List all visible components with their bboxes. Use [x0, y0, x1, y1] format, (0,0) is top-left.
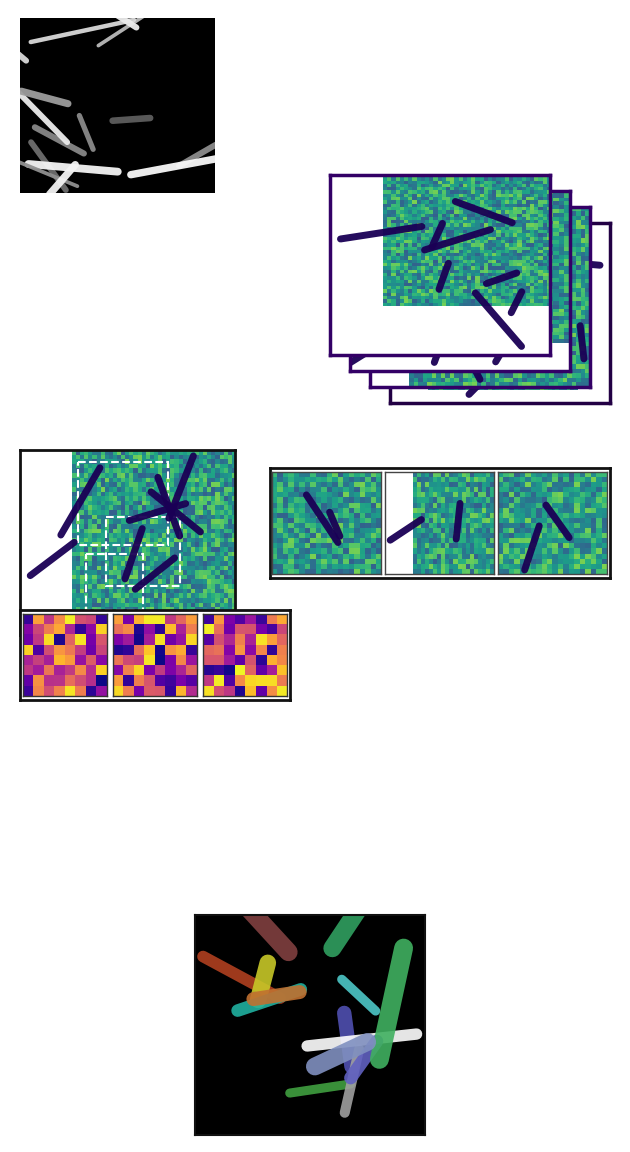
Bar — [86, 554, 143, 609]
Bar — [106, 517, 180, 586]
Bar — [77, 462, 168, 545]
